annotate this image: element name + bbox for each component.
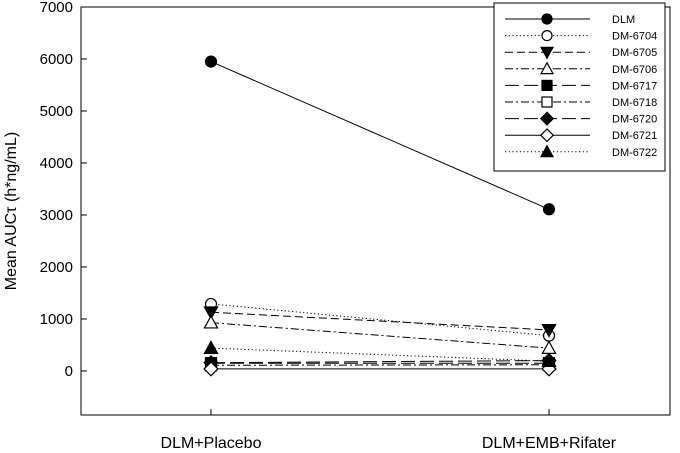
y-tick-label: 0 [65,363,73,380]
data-point [541,340,557,354]
y-tick-label: 3000 [40,207,73,224]
data-point [541,324,557,338]
series-dm-6721 [203,361,557,377]
legend-entry: DM-6722 [505,144,657,159]
data-point [204,55,218,68]
legend: DLM DM-6704 DM-6705 DM-6706 DM-6717 DM-6718 DM… [493,2,666,172]
series-dm-6706 [203,314,557,354]
x-tick-label: DLM+EMB+Rifater [482,435,617,452]
series-dlm [204,55,556,216]
x-tick-label: DLM+Placebo [161,435,262,452]
legend-label: DM-6722 [612,147,657,159]
series-line [210,322,550,349]
legend-label: DM-6704 [612,31,657,43]
series-dm-6720 [203,352,557,371]
legend-marker [541,96,553,108]
series-dm-6722 [203,340,557,367]
y-tick-label: 4000 [40,155,73,172]
legend-entry: DLM [505,13,635,26]
data-point [203,340,219,354]
series-line [210,360,550,364]
plot-frame [80,6,671,416]
legend-label: DM-6721 [612,130,657,142]
legend-marker [539,128,555,143]
legend-entry: DM-6706 [505,61,657,76]
legend-marker [539,144,555,158]
legend-label: DM-6717 [612,80,657,92]
legend-marker [541,79,553,92]
data-point [203,306,219,321]
legend-entry: DM-6705 [505,46,657,60]
legend-label: DM-6720 [612,114,657,126]
legend-label: DM-6718 [612,97,657,109]
legend-marker [541,29,553,42]
legend-entry: DM-6717 [505,79,657,92]
y-axis-title: Mean AUCτ (h*ng/mL) [3,132,20,290]
y-tick-label: 1000 [40,311,73,328]
data-point [203,361,219,377]
legend-label: DLM [612,14,635,26]
series-line [210,311,550,331]
data-point [542,203,556,216]
legend-marker [539,61,555,75]
legend-label: DM-6706 [612,64,657,76]
series-dm-6705 [203,306,557,338]
series-dm-6704 [204,297,556,342]
data-point [541,353,557,367]
y-axis: 0 1000 2000 3000 4000 5000 6000 7000 [40,0,87,380]
y-tick-label: 7000 [40,0,73,16]
series-line [210,364,550,366]
legend-entry: DM-6704 [505,29,657,43]
series-line [210,347,550,362]
data-point [203,314,219,329]
legend-entry: DM-6721 [505,128,657,143]
x-axis: DLM+Placebo DLM+EMB+Rifater [161,409,617,452]
legend-label: DM-6705 [612,47,657,59]
legend-marker [539,111,555,126]
legend-box [493,2,666,172]
legend-entry: DM-6718 [505,96,657,109]
series-dm-6717 [204,357,556,370]
series-line [210,61,550,210]
legend-marker [541,13,553,25]
legend-entry: DM-6720 [505,111,657,126]
series-layer [203,55,557,377]
y-tick-label: 2000 [40,259,73,276]
series-line [210,303,550,337]
y-tick-label: 6000 [40,51,73,68]
legend-marker [539,46,555,60]
y-tick-label: 5000 [40,103,73,120]
